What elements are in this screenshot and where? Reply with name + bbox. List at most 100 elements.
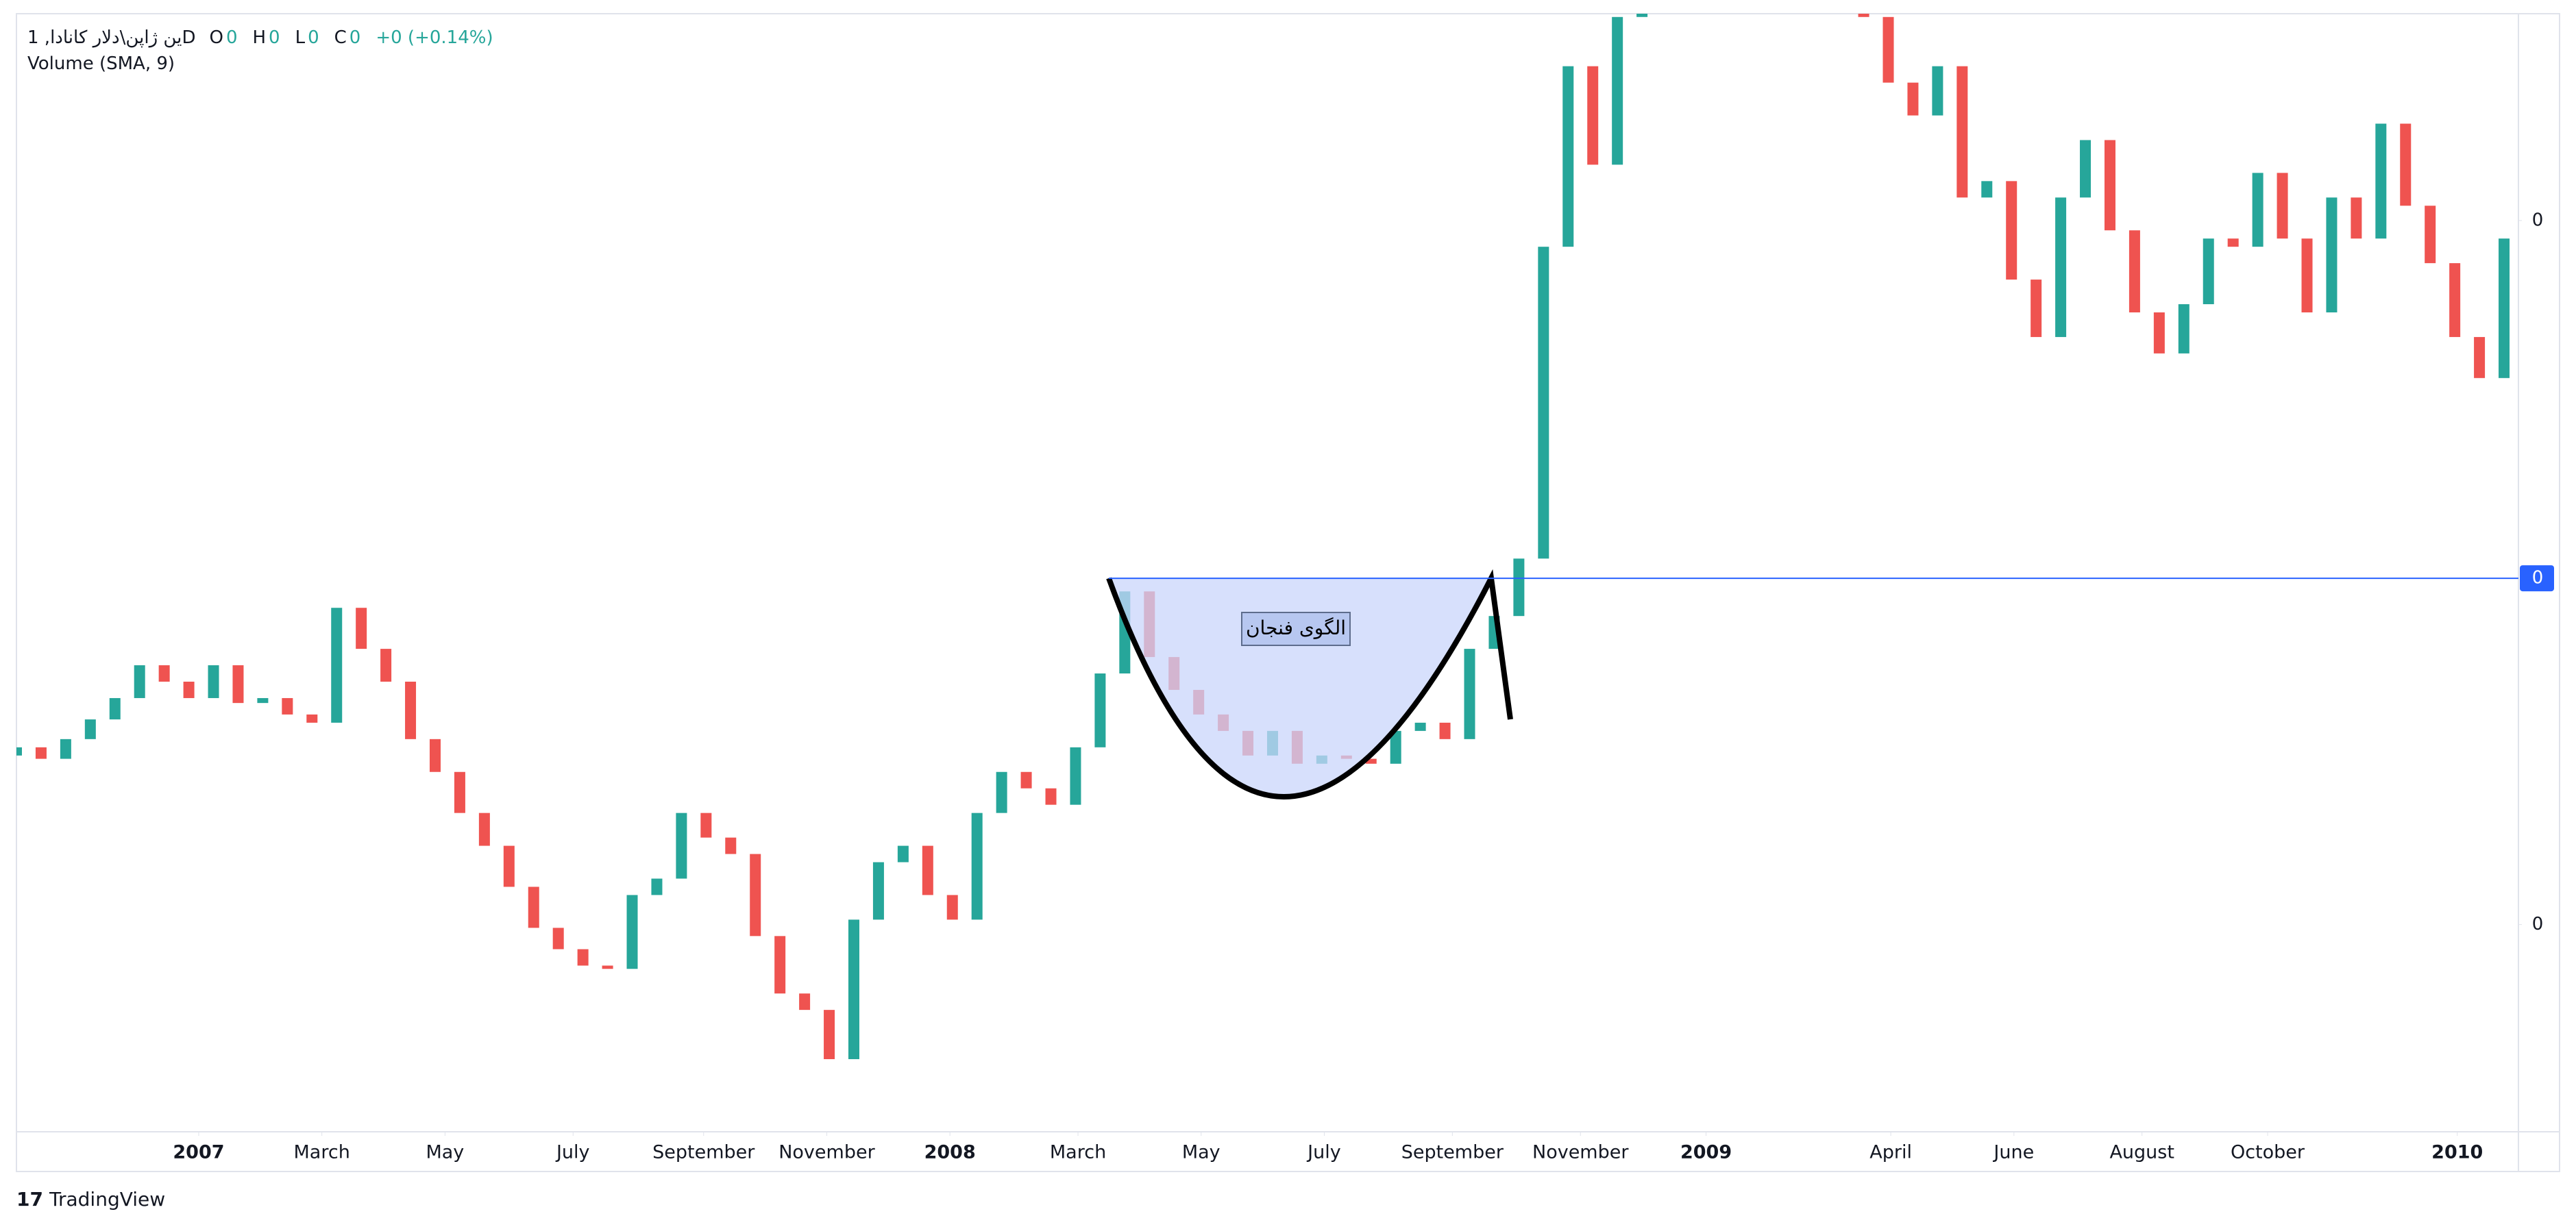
symbol: ین ژاپن\دلار کانادا, 1D xyxy=(27,27,196,48)
x-tick-label: November xyxy=(1532,1142,1629,1163)
candle xyxy=(1464,649,1475,739)
candle xyxy=(799,993,811,1011)
candle xyxy=(134,665,145,698)
candle xyxy=(2227,238,2239,247)
ohlc-key: C xyxy=(334,27,347,48)
x-tick-label: July xyxy=(1306,1142,1341,1163)
candle xyxy=(405,682,417,739)
candle xyxy=(946,895,958,920)
y-tick-label: 0 xyxy=(2532,568,2544,588)
candle xyxy=(2301,238,2313,312)
candle xyxy=(2351,197,2362,239)
x-tick-label: April xyxy=(1869,1142,1912,1163)
candle xyxy=(2006,181,2017,280)
annotation-box xyxy=(1241,612,1351,646)
candle xyxy=(2375,123,2387,239)
candle xyxy=(503,845,515,887)
x-tick-label: September xyxy=(652,1142,755,1163)
candle xyxy=(380,649,392,682)
legend-row: ین ژاپن\دلار کانادا, 1D O 0 H 0 L 0 C 0 +0 (+0.14… xyxy=(27,25,508,51)
candle xyxy=(232,665,244,704)
candle xyxy=(528,887,539,928)
candle xyxy=(897,845,909,863)
candle xyxy=(1414,722,1426,731)
candle xyxy=(602,965,613,969)
x-tick-label: March xyxy=(294,1142,350,1163)
candle xyxy=(774,936,786,994)
candle xyxy=(2499,238,2510,378)
candle xyxy=(922,845,933,895)
candle xyxy=(872,862,884,920)
candle xyxy=(1981,181,1993,198)
candle xyxy=(2178,304,2189,354)
candle xyxy=(2326,197,2338,312)
candle xyxy=(676,813,687,879)
candle xyxy=(1365,758,1377,764)
pane-border xyxy=(16,13,2560,1172)
x-tick-label: 2008 xyxy=(924,1142,976,1163)
candle xyxy=(651,878,663,895)
candle xyxy=(2425,206,2436,264)
candle xyxy=(1907,82,1919,116)
ohlc-value: 0 xyxy=(269,27,280,48)
x-tick-label: June xyxy=(1992,1142,2034,1163)
candle xyxy=(824,1010,835,1059)
candle xyxy=(971,813,983,920)
candles xyxy=(16,14,2510,1059)
candle xyxy=(1070,747,1081,805)
candle xyxy=(257,697,269,704)
ohlc-key: O xyxy=(209,27,223,48)
candle xyxy=(626,895,638,969)
candle xyxy=(552,928,564,950)
candle xyxy=(454,771,465,813)
candle xyxy=(2449,263,2461,337)
x-tick-label: September xyxy=(1401,1142,1504,1163)
candle xyxy=(1612,16,1623,165)
candle xyxy=(16,747,22,756)
x-tick-label: March xyxy=(1050,1142,1106,1163)
x-tick-label: 2007 xyxy=(173,1142,224,1163)
candle xyxy=(1882,16,1894,83)
legend: ین ژاپن\دلار کانادا, 1D O 0 H 0 L 0 C 0 +0 (+0.14… xyxy=(27,25,508,77)
candle xyxy=(208,665,219,698)
candle xyxy=(84,719,96,739)
candle xyxy=(996,771,1007,813)
logo: TradingView xyxy=(49,1188,165,1211)
candle xyxy=(1094,673,1106,747)
candle xyxy=(429,739,441,772)
candle xyxy=(1932,66,1943,116)
x-tick-label: November xyxy=(778,1142,875,1163)
candle xyxy=(2104,140,2115,231)
candle xyxy=(848,919,859,1059)
x-tick-label: July xyxy=(555,1142,590,1163)
y-tick-label: 0 xyxy=(2532,914,2544,934)
candle xyxy=(1858,14,1869,17)
candle xyxy=(1636,14,1648,17)
candle xyxy=(700,813,712,838)
candle xyxy=(356,608,367,649)
candle xyxy=(158,665,170,682)
logo-mark: 17 xyxy=(16,1188,43,1211)
candle xyxy=(1020,771,1032,789)
candle xyxy=(2203,238,2214,305)
price-tag xyxy=(2520,565,2554,592)
cup-curve xyxy=(1106,569,1513,800)
candle xyxy=(2474,336,2486,378)
candle xyxy=(2080,140,2092,198)
ohlc-key: L xyxy=(295,27,306,48)
candle xyxy=(725,837,737,854)
candle xyxy=(1439,722,1451,739)
candle xyxy=(1045,788,1057,805)
candle xyxy=(1956,66,1968,198)
candle xyxy=(109,697,121,720)
candle xyxy=(1390,730,1401,764)
ohlc-value: 0 xyxy=(225,27,238,48)
candle xyxy=(1562,66,1574,247)
candle xyxy=(577,949,589,966)
candle xyxy=(1538,247,1549,559)
candle xyxy=(331,608,343,723)
candle xyxy=(2400,123,2412,206)
candle xyxy=(282,697,293,715)
